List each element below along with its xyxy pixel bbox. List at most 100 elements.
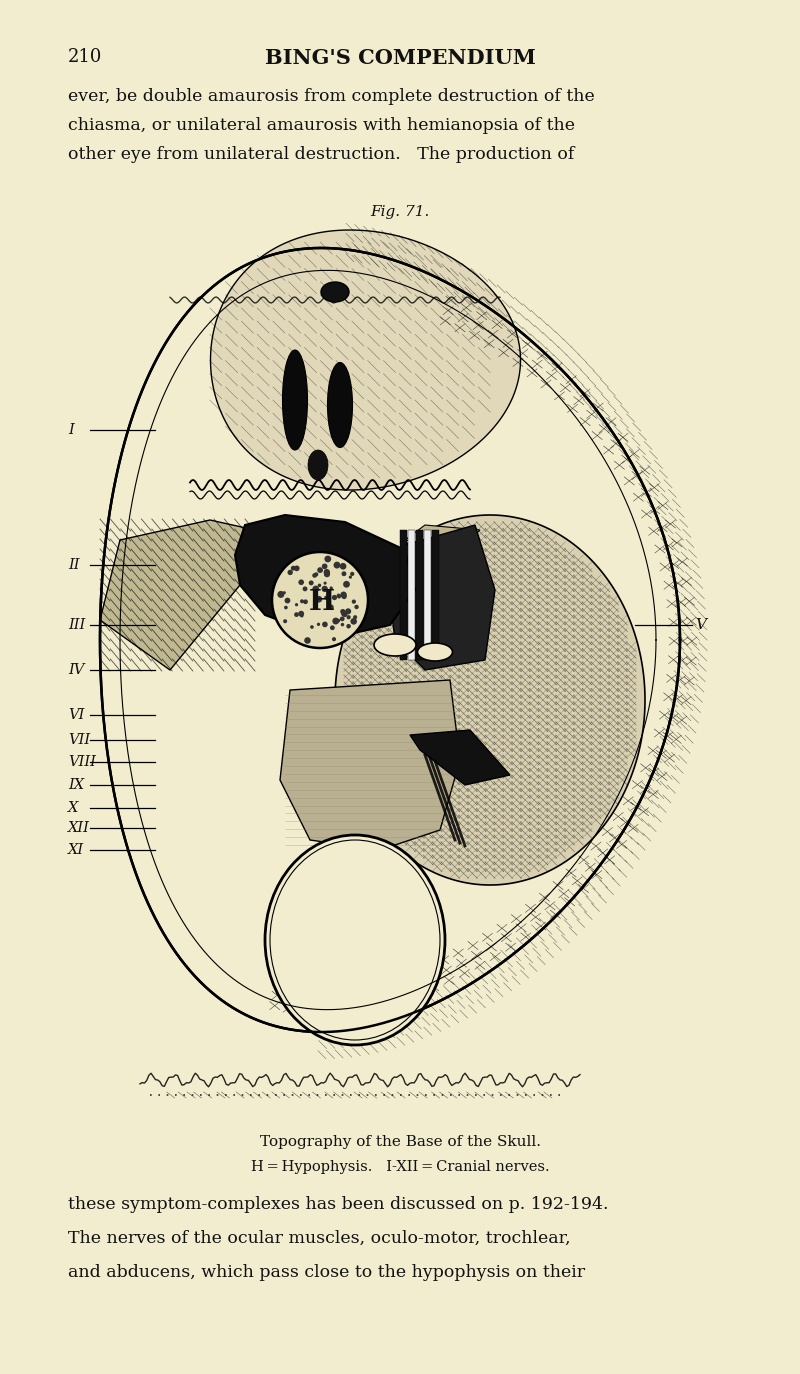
Text: V: V [695, 618, 706, 632]
Polygon shape [410, 730, 510, 785]
Circle shape [323, 581, 326, 585]
Circle shape [282, 591, 286, 595]
Circle shape [332, 595, 337, 600]
Circle shape [283, 620, 287, 624]
Text: Fig. 71.: Fig. 71. [370, 205, 430, 218]
Text: ever, be double amaurosis from complete destruction of the: ever, be double amaurosis from complete … [68, 88, 594, 104]
Text: III: III [68, 618, 86, 632]
Circle shape [278, 591, 284, 598]
Ellipse shape [282, 350, 307, 451]
Text: Topography of the Base of the Skull.: Topography of the Base of the Skull. [259, 1135, 541, 1149]
Circle shape [340, 563, 346, 570]
Circle shape [340, 609, 346, 614]
Circle shape [354, 605, 358, 609]
Polygon shape [235, 515, 415, 635]
Circle shape [322, 621, 328, 628]
Text: these symptom-complexes has been discussed on p. 192-194.: these symptom-complexes has been discuss… [68, 1195, 609, 1213]
Polygon shape [100, 247, 680, 1032]
Circle shape [285, 598, 290, 603]
Circle shape [300, 599, 304, 603]
Text: VI: VI [68, 708, 84, 721]
Circle shape [345, 609, 351, 614]
Polygon shape [335, 515, 645, 885]
Circle shape [309, 580, 314, 585]
Text: chiasma, or unilateral amaurosis with hemianopsia of the: chiasma, or unilateral amaurosis with he… [68, 117, 575, 135]
Polygon shape [280, 680, 460, 851]
Text: XI: XI [68, 844, 84, 857]
Circle shape [341, 622, 344, 627]
Text: II: II [68, 558, 79, 572]
Circle shape [318, 567, 322, 572]
Text: The nerves of the ocular muscles, oculo-motor, trochlear,: The nerves of the ocular muscles, oculo-… [68, 1230, 570, 1248]
Ellipse shape [374, 633, 416, 655]
Circle shape [337, 618, 340, 622]
Circle shape [312, 573, 317, 578]
Circle shape [312, 585, 319, 592]
Circle shape [291, 566, 296, 570]
Circle shape [298, 611, 304, 617]
Circle shape [323, 569, 330, 576]
Polygon shape [405, 525, 480, 550]
Circle shape [343, 581, 350, 588]
Text: VII: VII [68, 732, 90, 747]
Circle shape [328, 605, 334, 610]
Text: IV: IV [68, 664, 84, 677]
Text: other eye from unilateral destruction.   The production of: other eye from unilateral destruction. T… [68, 146, 574, 164]
Circle shape [340, 617, 345, 621]
Text: XII: XII [68, 822, 90, 835]
Circle shape [340, 592, 346, 598]
Circle shape [338, 595, 341, 599]
Circle shape [324, 596, 328, 600]
Circle shape [314, 588, 318, 592]
Circle shape [298, 580, 304, 585]
Circle shape [342, 572, 346, 576]
Circle shape [315, 596, 322, 603]
Text: H = Hypophysis.   I-XII = Cranial nerves.: H = Hypophysis. I-XII = Cranial nerves. [250, 1160, 550, 1173]
Circle shape [318, 584, 322, 587]
Circle shape [314, 573, 318, 577]
Polygon shape [390, 525, 495, 671]
Text: I: I [68, 423, 74, 437]
Text: H: H [309, 588, 335, 616]
Circle shape [341, 611, 346, 616]
Circle shape [346, 616, 350, 620]
Circle shape [294, 613, 299, 617]
Ellipse shape [270, 840, 440, 1040]
Text: BING'S COMPENDIUM: BING'S COMPENDIUM [265, 48, 535, 67]
Circle shape [337, 594, 341, 598]
Circle shape [322, 585, 328, 592]
Text: IX: IX [68, 778, 84, 791]
Circle shape [295, 603, 298, 606]
Ellipse shape [418, 643, 453, 661]
Text: X: X [68, 801, 78, 815]
Ellipse shape [321, 282, 349, 302]
Circle shape [304, 638, 310, 644]
Circle shape [346, 624, 351, 628]
Circle shape [330, 587, 333, 589]
Circle shape [332, 618, 339, 625]
Text: 210: 210 [68, 48, 102, 66]
Circle shape [287, 570, 293, 576]
Circle shape [352, 599, 356, 603]
Circle shape [294, 566, 300, 572]
Circle shape [353, 616, 357, 620]
Circle shape [272, 552, 368, 649]
Ellipse shape [327, 363, 353, 448]
Circle shape [332, 638, 336, 642]
Circle shape [322, 563, 327, 569]
Polygon shape [100, 519, 255, 671]
Circle shape [300, 614, 303, 617]
Text: VIII: VIII [68, 754, 96, 769]
Circle shape [349, 576, 352, 578]
Ellipse shape [308, 451, 328, 480]
Circle shape [324, 572, 330, 577]
Circle shape [310, 625, 314, 629]
Circle shape [350, 618, 357, 625]
Circle shape [317, 567, 323, 573]
Circle shape [350, 572, 354, 576]
Circle shape [317, 622, 320, 627]
Circle shape [330, 625, 334, 631]
Text: and abducens, which pass close to the hypophysis on their: and abducens, which pass close to the hy… [68, 1264, 585, 1281]
Circle shape [284, 606, 288, 610]
Circle shape [302, 587, 307, 591]
